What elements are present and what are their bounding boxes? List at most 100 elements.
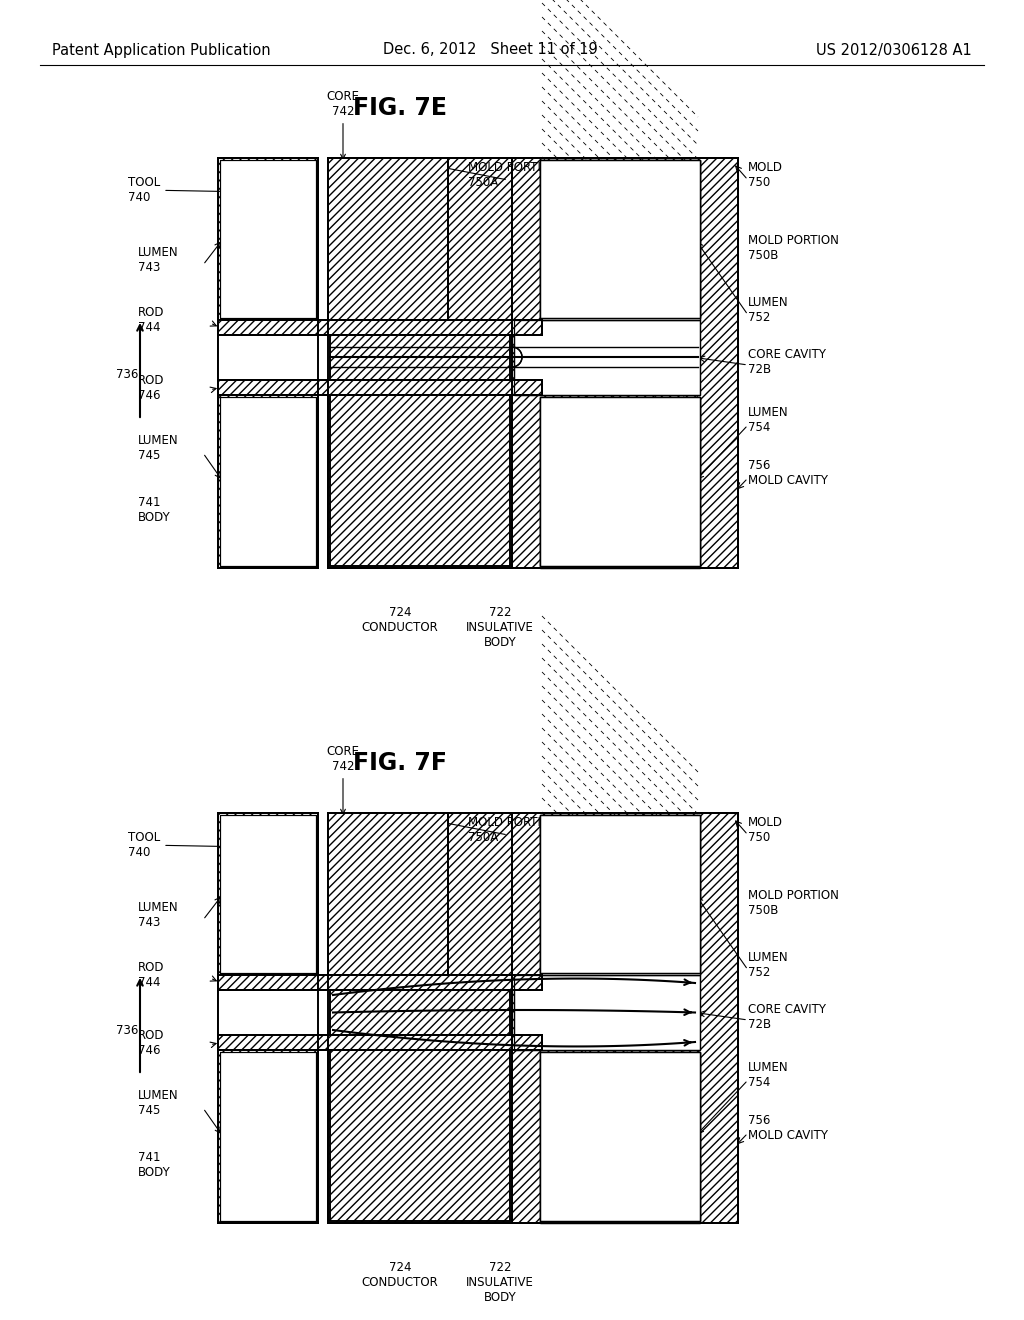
Text: LUMEN
743: LUMEN 743 [138,246,178,275]
Bar [328,158,449,319]
Text: LUMEN
745: LUMEN 745 [138,434,178,462]
Bar [328,813,512,1224]
Text: CORE
742: CORE 742 [327,744,359,814]
Text: CORE
742: CORE 742 [327,90,359,158]
Bar [218,990,328,1035]
Text: US 2012/0306128 A1: US 2012/0306128 A1 [816,42,972,58]
Bar [328,813,449,975]
Bar [540,814,700,973]
Bar [220,397,316,566]
Text: 756
MOLD CAVITY: 756 MOLD CAVITY [748,1114,828,1142]
Bar [330,975,510,1221]
Bar [218,975,542,990]
Bar [328,990,512,1035]
Text: MOLD PORTION
750B: MOLD PORTION 750B [748,234,839,261]
Bar [540,1052,700,1224]
Text: 722
INSULATIVE
BODY: 722 INSULATIVE BODY [466,1261,534,1304]
Text: 736: 736 [116,368,138,381]
Bar [220,1052,316,1221]
Bar [218,1035,542,1049]
Text: MOLD
750: MOLD 750 [748,816,783,843]
Bar [220,814,316,973]
Text: CORE CAVITY
72B: CORE CAVITY 72B [748,1003,826,1031]
Bar [218,813,318,1224]
Text: FIG. 7E: FIG. 7E [353,96,447,120]
Bar [540,397,700,566]
Bar [218,380,542,395]
Text: ROD
744: ROD 744 [138,961,165,989]
Bar [220,160,316,318]
Text: 736: 736 [116,1023,138,1036]
Bar [220,160,316,318]
Bar [330,319,510,566]
Bar [218,319,542,335]
Bar [512,813,738,1224]
Bar [540,814,700,973]
Bar [540,397,700,566]
Bar [540,160,700,318]
Bar [540,1052,700,1224]
Bar [540,397,700,568]
Text: LUMEN
743: LUMEN 743 [138,902,178,929]
Bar [220,397,316,566]
Text: 741
BODY: 741 BODY [138,496,171,524]
Text: MOLD PORTION
750B: MOLD PORTION 750B [748,888,839,917]
Bar [218,158,318,568]
Bar [540,160,700,319]
Bar [540,1052,700,1221]
Bar [540,1052,700,1221]
Bar [540,1052,700,1221]
Text: 741
BODY: 741 BODY [138,1151,171,1179]
Bar [218,975,542,990]
Text: FIG. 7F: FIG. 7F [353,751,447,775]
Bar [541,161,699,317]
Bar [218,813,318,1224]
Bar [514,975,700,1049]
Bar [218,335,328,380]
Text: MOLD
750: MOLD 750 [748,161,783,189]
Bar [220,397,316,566]
Text: CORE CAVITY
72B: CORE CAVITY 72B [748,348,826,376]
Bar [328,158,449,319]
Text: Patent Application Publication: Patent Application Publication [52,42,270,58]
Bar [220,814,316,973]
Bar [541,1053,699,1220]
Bar [514,975,700,1049]
Bar [540,814,700,973]
Bar [328,158,449,319]
Bar [328,813,449,975]
Bar [514,319,700,395]
Text: 722
INSULATIVE
BODY: 722 INSULATIVE BODY [466,606,534,649]
Bar [514,319,700,395]
Bar [218,1035,542,1049]
Bar [218,380,542,395]
Text: 756
MOLD CAVITY: 756 MOLD CAVITY [748,459,828,487]
Bar [540,1052,700,1221]
Text: MOLD PORTION
750A: MOLD PORTION 750A [468,161,559,189]
Bar [328,813,512,1224]
Bar [218,319,542,335]
Bar [512,158,738,568]
Text: TOOL
740: TOOL 740 [128,832,304,859]
Bar [512,813,738,1224]
Bar [541,816,699,972]
Text: LUMEN
754: LUMEN 754 [748,407,788,434]
Bar [328,335,512,380]
Bar [218,158,318,568]
Bar [540,814,700,975]
Bar [540,160,700,319]
Bar [540,160,700,318]
Text: 724
CONDUCTOR: 724 CONDUCTOR [361,606,438,634]
Bar [220,1052,316,1221]
Bar [220,160,316,318]
Bar [220,814,316,973]
Text: LUMEN
752: LUMEN 752 [748,950,788,979]
Bar [540,160,700,318]
Text: LUMEN
745: LUMEN 745 [138,1089,178,1117]
Bar [512,158,738,568]
Text: LUMEN
754: LUMEN 754 [748,1061,788,1089]
Bar [540,397,700,566]
Bar [540,814,700,973]
Bar [540,814,700,975]
Bar [328,158,512,568]
